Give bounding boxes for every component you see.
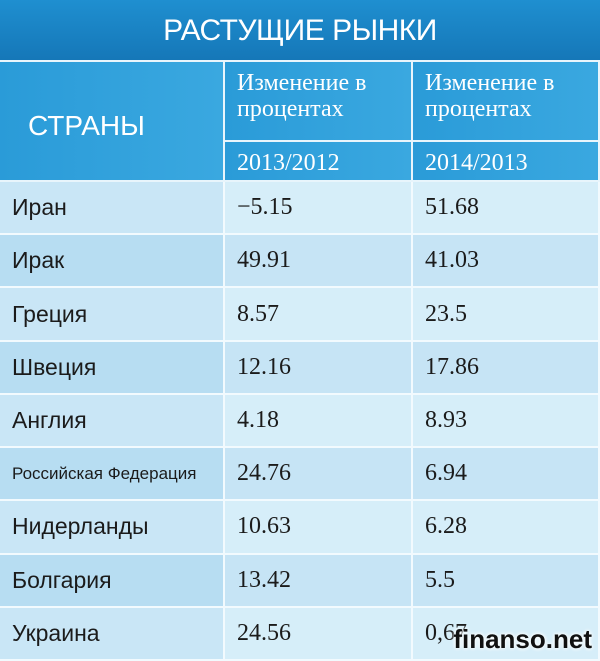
country-cell: Англия bbox=[0, 394, 225, 449]
value-cell: 17.86 bbox=[413, 341, 600, 395]
value-cell: 10.63 bbox=[225, 501, 413, 555]
value-cell: 41.03 bbox=[413, 235, 600, 289]
country-cell: Российская Федерация bbox=[0, 448, 225, 502]
column-header: Изменение в процентах bbox=[225, 62, 413, 142]
value-cell: 23.5 bbox=[413, 288, 600, 342]
value-cell: 12.16 bbox=[225, 341, 413, 395]
period-header: 2014/2013 bbox=[413, 142, 600, 182]
value-cell: 24.56 bbox=[225, 607, 413, 661]
period-header: 2013/2012 bbox=[225, 142, 413, 182]
country-cell: Нидерланды bbox=[0, 501, 225, 555]
value-cell: 51.68 bbox=[413, 182, 600, 236]
value-cell: 8.57 bbox=[225, 288, 413, 342]
value-cell: 13.42 bbox=[225, 554, 413, 608]
value-cell: −5.15 bbox=[225, 182, 413, 236]
value-cell: 8.93 bbox=[413, 394, 600, 449]
value-cell: 49.91 bbox=[225, 235, 413, 289]
title: РАСТУЩИЕ РЫНКИ bbox=[0, 0, 600, 62]
country-header: СТРАНЫ bbox=[0, 62, 225, 182]
column-header: Изменение в процентах bbox=[413, 62, 600, 142]
country-cell: Ирак bbox=[0, 235, 225, 289]
watermark: finanso.net bbox=[453, 624, 592, 654]
value-cell: 5.5 bbox=[413, 554, 600, 608]
country-cell: Греция bbox=[0, 288, 225, 342]
value-cell: 6.28 bbox=[413, 501, 600, 555]
value-cell: 24.76 bbox=[225, 448, 413, 502]
country-cell: Украина bbox=[0, 607, 225, 661]
value-cell: 4.18 bbox=[225, 394, 413, 449]
country-cell: Иран bbox=[0, 182, 225, 236]
value-cell: 0,67 bbox=[413, 607, 600, 661]
country-cell: Болгария bbox=[0, 554, 225, 608]
country-cell: Швеция bbox=[0, 341, 225, 395]
value-cell: 6.94 bbox=[413, 448, 600, 502]
